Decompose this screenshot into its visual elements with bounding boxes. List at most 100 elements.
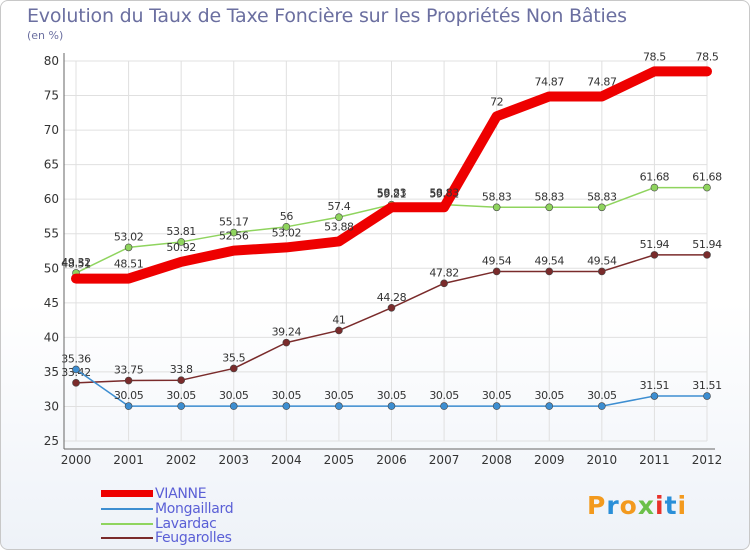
y-tick-label: 55	[44, 227, 59, 241]
data-point-lavardac	[703, 183, 711, 192]
data-label-vianne: 72	[490, 95, 503, 108]
data-point-lavardac	[335, 213, 343, 221]
data-label-feugarolles: 47.82	[429, 266, 459, 279]
logo-letter: i	[655, 491, 665, 520]
data-label-vianne: 48.51	[114, 258, 144, 271]
data-point-feugarolles	[177, 376, 185, 385]
data-label-mongaillard: 30.05	[166, 389, 196, 402]
data-label-mongaillard: 30.05	[377, 389, 407, 402]
y-tick-label: 80	[44, 54, 59, 68]
logo-letter: t	[664, 491, 678, 520]
x-tick-label: 2011	[639, 453, 670, 467]
data-point-lavardac	[598, 203, 606, 212]
y-tick-label: 30	[44, 399, 59, 413]
data-label-feugarolles: 33.8	[170, 363, 193, 376]
data-point-lavardac	[545, 203, 554, 212]
x-tick-label: 2008	[481, 453, 512, 467]
data-point-mongaillard	[387, 402, 396, 410]
legend-label-vianne: VIANNE	[155, 485, 207, 502]
legend-item-feugarolles: Feugarolles	[101, 529, 232, 546]
data-point-lavardac	[124, 243, 133, 252]
data-point-mongaillard	[598, 402, 606, 410]
data-label-lavardac: 58.83	[535, 190, 565, 203]
data-point-feugarolles	[387, 303, 396, 312]
chart-title: Evolution du Taux de Taxe Foncière sur l…	[27, 5, 627, 27]
logo-letter: r	[606, 491, 620, 520]
x-tick-label: 2012	[692, 453, 723, 467]
data-label-feugarolles: 41	[332, 313, 345, 326]
x-tick-label: 2006	[376, 453, 407, 467]
y-tick-label: 75	[44, 89, 59, 103]
data-label-lavardac: 53.02	[114, 230, 144, 243]
data-label-feugarolles: 44.28	[377, 291, 407, 304]
data-point-mongaillard	[335, 402, 343, 410]
data-label-vianne: 50.92	[166, 241, 196, 254]
data-label-feugarolles: 35.5	[222, 351, 245, 364]
data-point-feugarolles	[335, 326, 343, 335]
data-label-vianne: 74.87	[535, 75, 565, 88]
data-point-feugarolles	[229, 364, 238, 373]
data-label-vianne: 78.5	[696, 50, 719, 63]
x-tick-label: 2005	[324, 453, 355, 467]
data-label-vianne: 52.56	[219, 230, 249, 243]
data-point-feugarolles	[492, 267, 501, 276]
data-label-mongaillard: 35.36	[61, 352, 91, 365]
legend-item-mongaillard: Mongaillard	[101, 500, 234, 517]
y-axis-unit: (en %)	[27, 29, 64, 42]
data-point-feugarolles	[650, 251, 659, 259]
x-tick-label: 2003	[218, 453, 249, 467]
data-label-vianne: 53.88	[324, 220, 354, 233]
data-label-feugarolles: 33.75	[114, 364, 144, 377]
logo-letter: P	[587, 491, 607, 520]
data-point-mongaillard	[72, 365, 80, 374]
x-tick-label: 2000	[61, 453, 92, 467]
data-label-mongaillard: 30.05	[219, 389, 249, 402]
x-tick-label: 2009	[534, 453, 565, 467]
data-point-mongaillard	[124, 402, 133, 410]
y-tick-label: 60	[44, 192, 59, 206]
legend-swatch-lavardac	[101, 522, 153, 525]
legend-item-vianne: VIANNE	[101, 485, 207, 502]
data-point-lavardac	[650, 183, 659, 192]
data-label-feugarolles: 51.94	[640, 238, 670, 251]
x-tick-label: 2004	[271, 453, 302, 467]
data-label-lavardac: 53.81	[166, 225, 196, 238]
data-point-feugarolles	[124, 376, 133, 385]
legend-swatch-mongaillard	[101, 507, 153, 510]
data-point-lavardac	[492, 203, 501, 212]
data-label-vianne: 78.5	[643, 50, 666, 63]
legend-label-lavardac: Lavardac	[155, 515, 217, 532]
data-point-feugarolles	[545, 267, 554, 276]
data-label-mongaillard: 30.05	[272, 389, 302, 402]
y-tick-label: 35	[44, 365, 59, 379]
data-label-lavardac: 55.17	[219, 216, 249, 229]
legend-item-lavardac: Lavardac	[101, 515, 217, 532]
logo-letter: x	[637, 491, 655, 520]
data-point-mongaillard	[229, 402, 238, 410]
data-label-mongaillard: 30.05	[324, 389, 354, 402]
data-label-feugarolles: 49.54	[482, 254, 512, 267]
data-label-vianne: 58.83	[377, 186, 407, 199]
y-tick-label: 25	[44, 434, 59, 448]
data-label-mongaillard: 30.05	[587, 389, 617, 402]
data-label-feugarolles: 51.94	[692, 238, 722, 251]
data-label-lavardac: 49.32	[61, 256, 91, 269]
legend-swatch-vianne	[101, 490, 153, 497]
data-point-lavardac	[177, 238, 185, 246]
legend-label-feugarolles: Feugarolles	[155, 529, 232, 546]
proxiti-logo: Proxiti	[587, 491, 687, 520]
legend-swatch-feugarolles	[101, 536, 153, 539]
data-point-feugarolles	[440, 279, 448, 288]
data-label-lavardac: 58.83	[482, 190, 512, 203]
y-tick-label: 45	[44, 296, 59, 310]
data-point-feugarolles	[598, 267, 606, 276]
x-tick-label: 2010	[587, 453, 618, 467]
data-point-mongaillard	[177, 402, 185, 410]
data-label-lavardac: 61.68	[640, 171, 670, 184]
y-tick-label: 50	[44, 261, 59, 275]
legend-label-mongaillard: Mongaillard	[155, 500, 234, 517]
data-label-lavardac: 59.21	[377, 188, 407, 201]
data-label-vianne: 74.87	[587, 75, 617, 88]
